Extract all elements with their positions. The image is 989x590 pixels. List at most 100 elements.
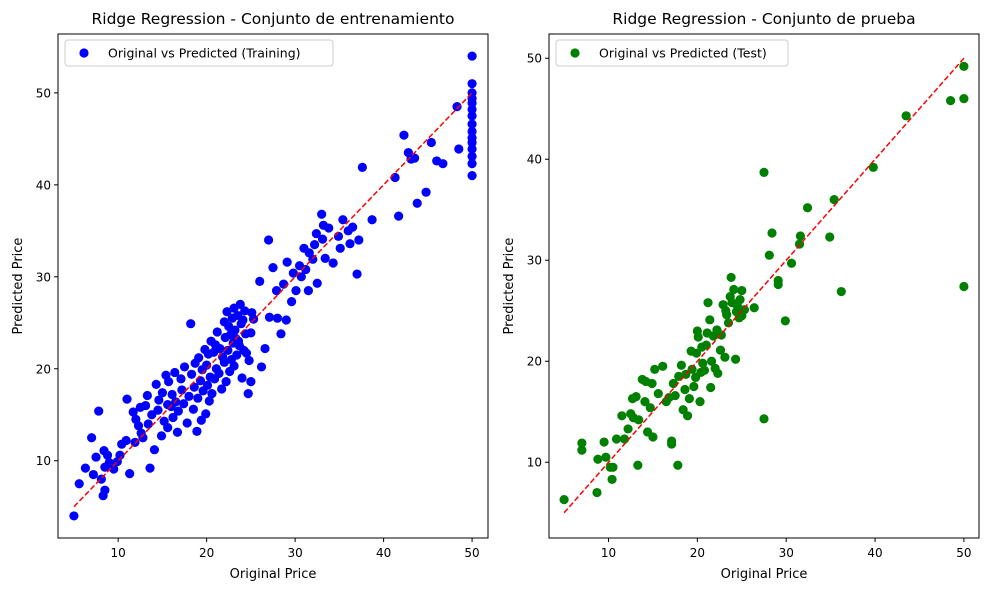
train-data-point: [125, 469, 135, 479]
test-data-point: [653, 388, 663, 399]
test-data-point: [682, 411, 693, 421]
train-data-point: [328, 258, 338, 268]
train-data-point: [264, 312, 275, 322]
test-data-point: [631, 391, 641, 402]
test-data-point: [599, 437, 609, 447]
test-data-point: [959, 94, 969, 104]
test-data-point: [829, 195, 839, 205]
train-data-point: [163, 377, 174, 387]
test-data-point: [640, 397, 650, 407]
train-data-point: [352, 269, 362, 279]
test-data-point: [608, 462, 618, 472]
train-data-point: [279, 279, 289, 289]
train-data-point: [69, 511, 79, 521]
train-x-tick-label: 20: [199, 546, 214, 560]
train-data-point: [286, 297, 297, 307]
train-y-tick-label: 20: [36, 362, 51, 376]
train-data-point: [154, 395, 164, 405]
train-data-point: [122, 394, 132, 404]
train-data-point: [241, 348, 252, 358]
train-axes-frame: [57, 33, 489, 539]
train-y-tick-label: 50: [36, 86, 51, 100]
train-data-point: [467, 151, 477, 161]
train-data-point: [151, 379, 161, 390]
train-x-axis-label: Original Price: [230, 567, 317, 582]
test-data-point: [701, 340, 711, 350]
train-data-point: [467, 51, 477, 61]
train-data-point: [80, 463, 91, 473]
test-y-tick-label: 40: [527, 153, 542, 167]
train-data-point: [317, 234, 328, 244]
test-x-tick-label: 20: [690, 546, 705, 560]
test-data-point: [645, 403, 655, 413]
test-y-tick-label: 30: [527, 254, 542, 268]
train-data-point: [399, 130, 409, 140]
test-data-point: [706, 382, 716, 393]
test-data-point: [559, 495, 569, 505]
train-data-point: [317, 209, 327, 219]
test-axes-frame: [548, 33, 980, 539]
test-data-point: [705, 315, 715, 325]
train-data-point: [173, 406, 183, 416]
train-data-point: [412, 198, 422, 208]
train-legend-box: [64, 39, 334, 67]
train-data-point: [163, 423, 173, 433]
test-plot-area: [559, 57, 969, 514]
train-data-point: [426, 137, 436, 148]
train-data-point: [179, 399, 189, 409]
train-data-point: [182, 418, 192, 428]
test-legend: Original vs Predicted (Test): [555, 39, 789, 67]
train-data-point: [312, 278, 322, 288]
train-data-point: [338, 215, 348, 225]
test-legend-label: Original vs Predicted (Test): [599, 46, 767, 61]
test-data-point: [693, 332, 703, 342]
train-data-point: [207, 389, 217, 399]
train-data-point: [303, 285, 313, 296]
test-data-point: [868, 162, 878, 172]
train-data-point: [74, 479, 84, 489]
train-data-point: [91, 452, 101, 462]
test-data-point: [945, 96, 956, 106]
train-data-point: [140, 400, 151, 411]
train-data-point: [255, 276, 265, 287]
train-data-point: [87, 433, 97, 443]
test-data-point: [687, 364, 697, 374]
train-data-point: [156, 431, 167, 441]
test-data-point: [726, 272, 736, 283]
test-data-point: [634, 415, 644, 425]
test-data-point: [723, 318, 734, 328]
test-data-point: [764, 250, 774, 260]
train-data-point: [333, 231, 344, 241]
train-data-point: [217, 384, 227, 394]
test-data-point: [695, 397, 705, 407]
train-data-point: [263, 235, 274, 245]
test-data-point: [601, 452, 611, 462]
train-data-point: [467, 119, 477, 129]
test-data-point: [735, 295, 745, 305]
train-data-point: [237, 373, 247, 383]
train-data-point: [467, 104, 477, 115]
train-data-point: [133, 421, 144, 431]
train-data-point: [281, 315, 291, 325]
test-data-point: [650, 364, 660, 374]
test-data-point: [722, 310, 732, 320]
train-data-point: [194, 353, 204, 363]
test-data-point: [713, 368, 723, 378]
train-data-point: [324, 223, 334, 233]
train-y-tick-label: 30: [36, 270, 51, 284]
train-data-point: [467, 111, 477, 121]
test-data-point: [706, 356, 717, 366]
train-data-point: [229, 361, 239, 371]
train-data-point: [421, 187, 431, 197]
train-data-point: [145, 463, 155, 473]
test-data-point: [611, 434, 622, 444]
test-data-point: [658, 361, 668, 371]
train-data-point: [238, 315, 248, 325]
train-data-point: [345, 239, 355, 249]
train-data-point: [467, 159, 477, 169]
train-y-axis-label: Predicted Price: [11, 238, 26, 335]
train-data-point: [348, 222, 358, 232]
train-data-point: [390, 172, 400, 183]
train-data-point: [186, 319, 196, 329]
